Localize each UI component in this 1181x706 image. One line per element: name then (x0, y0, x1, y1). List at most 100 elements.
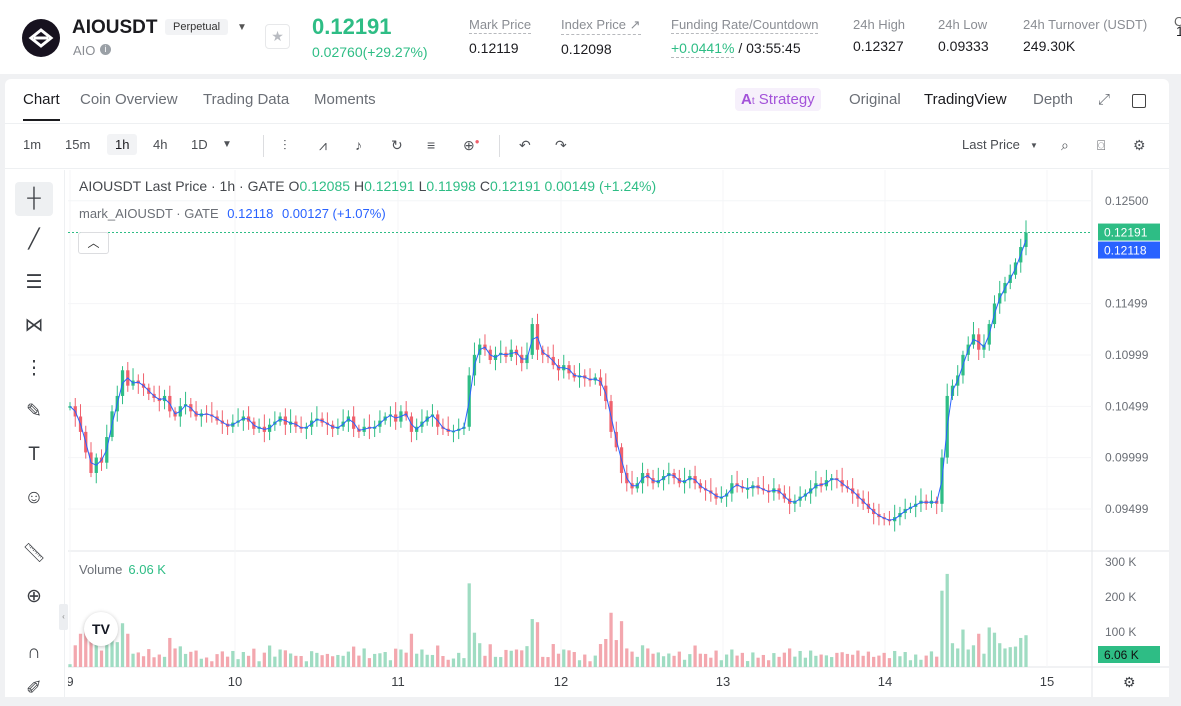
volume-bar (210, 661, 214, 667)
magnet-icon[interactable]: ∩ (27, 642, 41, 663)
x-tick-label: 12 (554, 674, 568, 689)
volume-bar (520, 650, 524, 667)
volume-bar (68, 664, 72, 667)
price-source-select[interactable]: Last Price (962, 137, 1020, 152)
volume-bar (814, 655, 818, 667)
toolbar-collapse-handle[interactable]: ‹ (59, 604, 68, 630)
legend-collapse-button[interactable]: ︿ (78, 232, 109, 254)
volume-bar (677, 651, 681, 667)
volume-bar (525, 646, 529, 667)
tf-1h[interactable]: 1h (107, 134, 138, 155)
volume-bar (803, 657, 808, 667)
search-icon[interactable]: ⌕ (1061, 137, 1069, 153)
crosshair-icon[interactable]: ┼ (15, 182, 53, 216)
price-source-caret-icon[interactable]: ▼ (1030, 141, 1038, 150)
timeframe-dropdown-icon[interactable]: ▼ (222, 139, 232, 150)
trendline-icon[interactable]: ╱ (28, 229, 40, 250)
candlestick-chart-svg[interactable]: 0.12500 0.11499 0.10999 0.10499 0.09999 0.094… (66, 170, 1169, 697)
volume-bar (604, 639, 608, 667)
volume-bar (194, 650, 198, 667)
volume-bar (945, 573, 949, 667)
strategy-button[interactable]: At Strategy (735, 88, 821, 111)
replay-icon[interactable]: ↻ (391, 137, 403, 153)
volume-bar (567, 650, 571, 667)
horizontal-lines-icon[interactable]: ☰ (25, 272, 43, 293)
price-chart[interactable]: 0.12500 0.11499 0.10999 0.10499 0.09999 0.094… (66, 170, 1169, 697)
volume-bar (593, 655, 597, 667)
volume-bar (162, 656, 167, 667)
volume-bar (625, 648, 629, 667)
x-tick-label: 10 (228, 674, 242, 689)
volume-bar (751, 652, 755, 667)
volume-bar (141, 656, 146, 667)
emoji-icon[interactable]: ☺ (24, 487, 44, 508)
volume-bar (378, 653, 382, 667)
tf-1m[interactable]: 1m (23, 137, 42, 152)
mark-legend: mark_AIOUSDT · GATE 0.12118 0.00127 (+1.… (79, 206, 386, 221)
y-tick-label: 0.11499 (1105, 297, 1148, 311)
fib-icon[interactable]: ⋮ (24, 358, 44, 379)
x-tick-label: 9 (68, 674, 74, 689)
redo-icon[interactable]: ↷ (555, 137, 567, 153)
tab-trading-data[interactable]: Trading Data (203, 91, 290, 108)
stat-24h-low: 24h Low 0.09333 (938, 17, 989, 54)
volume-bar (136, 652, 140, 667)
tf-15m[interactable]: 15m (65, 137, 91, 152)
volume-bar (252, 648, 256, 667)
tf-1d[interactable]: 1D (191, 137, 208, 152)
ruler-icon[interactable]: 📏︎ (21, 543, 47, 564)
expand-icon[interactable]: ⤢ (1098, 91, 1111, 108)
settings-gear-icon[interactable]: ⚙ (1133, 137, 1146, 153)
templates-icon[interactable]: ≡ (427, 137, 436, 153)
mark-price-line (69, 239, 1027, 521)
volume-last-label: 6.06 K (1104, 648, 1139, 662)
symbol-name[interactable]: AIOUSDT (72, 17, 158, 38)
tab-coin-overview[interactable]: Coin Overview (80, 91, 178, 108)
tab-depth[interactable]: Depth (1033, 91, 1074, 108)
volume-bar (992, 632, 997, 667)
undo-icon[interactable]: ↶ (519, 137, 531, 153)
pencil-lock-icon[interactable]: ✐ (26, 678, 42, 699)
tab-tradingview[interactable]: TradingView (924, 91, 1007, 108)
volume-bar (766, 660, 771, 667)
volume-bar (499, 657, 503, 667)
volume-bar (682, 659, 687, 667)
tab-original[interactable]: Original (849, 91, 901, 108)
volume-bar (457, 652, 461, 667)
volume-bar (352, 646, 356, 667)
info-icon[interactable]: i (100, 44, 111, 55)
volume-bar (835, 652, 839, 667)
volume-bar (89, 627, 93, 667)
window-icon[interactable] (1132, 94, 1146, 108)
volume-bar (646, 648, 650, 667)
volume-bar (409, 633, 414, 667)
volume-bar (231, 650, 235, 667)
alert-icon[interactable]: ♪ (355, 137, 362, 153)
tradingview-logo[interactable]: TV (84, 612, 118, 646)
pattern-icon[interactable]: ⋈ (24, 315, 44, 336)
camera-icon[interactable]: ⌼ (1097, 137, 1106, 153)
favorite-star-icon[interactable]: ★ (265, 24, 290, 49)
brush-icon[interactable]: ✎ (26, 401, 42, 422)
volume-bar (168, 637, 172, 667)
indicators-icon[interactable]: ⩘ (319, 137, 327, 153)
volume-bar (373, 653, 377, 667)
volume-bar (882, 652, 886, 667)
tab-chart[interactable]: Chart (23, 91, 60, 121)
volume-bar (987, 627, 991, 667)
volume-bar (887, 658, 892, 667)
header-overflow[interactable]: C (1174, 14, 1181, 29)
tf-4h[interactable]: 4h (153, 137, 168, 152)
volume-bar (320, 655, 324, 667)
stat-cut-off: 1 (1176, 23, 1181, 39)
text-icon[interactable]: T (28, 444, 40, 465)
volume-bar (866, 651, 871, 667)
add-plus-icon[interactable]: ⊕● (463, 137, 480, 153)
tab-moments[interactable]: Moments (314, 91, 376, 108)
symbol-dropdown-icon[interactable]: ▼ (237, 22, 247, 33)
volume-bar (110, 622, 114, 667)
zoom-in-icon[interactable]: ⊕ (26, 586, 42, 607)
mark-price-badge (1098, 241, 1160, 259)
volume-bar (861, 655, 865, 667)
candle-type-icon[interactable]: ⫶ (283, 137, 287, 153)
